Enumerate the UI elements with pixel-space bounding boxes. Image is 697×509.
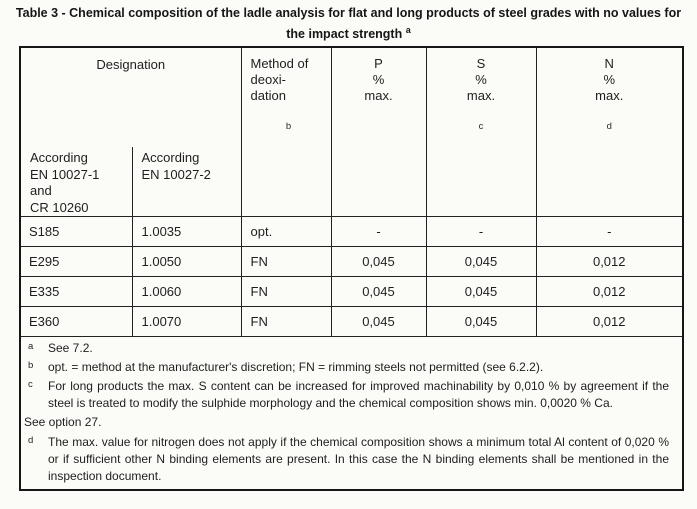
header-according-en-10027-2: According EN 10027-2: [131, 147, 242, 217]
cell-n-max: -: [535, 216, 684, 247]
footnote-a-letter: a: [28, 341, 34, 352]
header-designation-label: Designation: [96, 57, 166, 72]
header-according-en-10027-2-label: According EN 10027-2: [141, 150, 211, 182]
header-sulphur: S % max. c: [425, 46, 537, 217]
table-row-e335: E335 1.0060 FN 0,045 0,045 0,012: [19, 276, 684, 307]
cell-grade: E335: [19, 276, 133, 307]
cell-number: 1.0060: [131, 276, 242, 307]
header-method-footnote-ref: b: [285, 121, 292, 132]
footnote-c-letter: c: [28, 379, 33, 390]
header-according-en-10027-1-label: According EN 10027-1 and CR 10260: [30, 150, 100, 215]
header-phosphorus: P % max.: [330, 46, 427, 217]
footnote-d: d The max. value for nitrogen does not a…: [21, 434, 669, 485]
header-method-label: Method of deoxi- dation: [250, 56, 309, 103]
table-row-e360: E360 1.0070 FN 0,045 0,045 0,012: [19, 306, 684, 337]
header-nitrogen-footnote-ref: d: [606, 121, 612, 132]
cell-s-max: -: [425, 216, 537, 247]
header-according-en-10027-1: According EN 10027-1 and CR 10260: [19, 147, 133, 217]
cell-method: opt.: [240, 216, 332, 247]
cell-method: FN: [240, 246, 332, 277]
cell-s-max: 0,045: [425, 276, 537, 307]
footnote-c-text: For long products the max. S content can…: [48, 379, 669, 410]
cell-method: FN: [240, 306, 332, 337]
footnote-b: b opt. = method at the manufacturer's di…: [21, 359, 669, 376]
cell-method: FN: [240, 276, 332, 307]
cell-grade: S185: [19, 216, 133, 247]
table-title: Table 3 - Chemical composition of the la…: [10, 5, 687, 43]
header-row-sub: According EN 10027-1 and CR 10260 Accord…: [19, 147, 683, 217]
cell-number: 1.0050: [131, 246, 242, 277]
table-title-footnote-ref: a: [405, 25, 411, 35]
cell-n-max: 0,012: [535, 246, 684, 277]
footnote-b-text: opt. = method at the manufacturer's disc…: [48, 360, 544, 374]
cell-p-max: 0,045: [330, 246, 427, 277]
cell-grade: E360: [19, 306, 133, 337]
cell-s-max: 0,045: [425, 246, 537, 277]
header-sulphur-footnote-ref: c: [478, 121, 484, 132]
cell-n-max: 0,012: [535, 306, 684, 337]
footnote-c: c For long products the max. S content c…: [21, 378, 669, 412]
footnote-see-option-27: See option 27.: [24, 415, 102, 429]
cell-number: 1.0070: [131, 306, 242, 337]
table-title-text: Table 3 - Chemical composition of the la…: [15, 6, 682, 42]
table-row-s185: S185 1.0035 opt. - - -: [19, 216, 684, 247]
cell-number: 1.0035: [131, 216, 242, 247]
table-row-e295: E295 1.0050 FN 0,045 0,045 0,012: [19, 246, 684, 277]
header-nitrogen-label: N % max.: [595, 56, 624, 103]
header-sulphur-label: S % max.: [466, 56, 496, 103]
cell-s-max: 0,045: [425, 306, 537, 337]
header-designation: Designation: [19, 46, 242, 147]
footnote-d-letter: d: [28, 435, 34, 446]
cell-p-max: 0,045: [330, 276, 427, 307]
cell-p-max: -: [330, 216, 427, 247]
chemical-composition-table: Designation Method of deoxi- dation b P …: [19, 46, 684, 491]
footnotes-area: a See 7.2. b opt. = method at the manufa…: [19, 336, 684, 491]
footnote-a-text: See 7.2.: [48, 341, 93, 355]
header-nitrogen: N % max. d: [535, 46, 684, 217]
cell-p-max: 0,045: [330, 306, 427, 337]
header-method-of-deoxidation: Method of deoxi- dation b: [240, 46, 332, 217]
footnote-d-text: The max. value for nitrogen does not app…: [48, 435, 669, 483]
cell-n-max: 0,012: [535, 276, 684, 307]
cell-grade: E295: [19, 246, 133, 277]
footnote-a: a See 7.2.: [21, 340, 669, 357]
footnote-b-letter: b: [28, 360, 34, 371]
header-phosphorus-label: P % max.: [364, 56, 393, 103]
header-row-top: Designation Method of deoxi- dation b P …: [19, 46, 684, 217]
footnotes-row: a See 7.2. b opt. = method at the manufa…: [19, 336, 684, 491]
